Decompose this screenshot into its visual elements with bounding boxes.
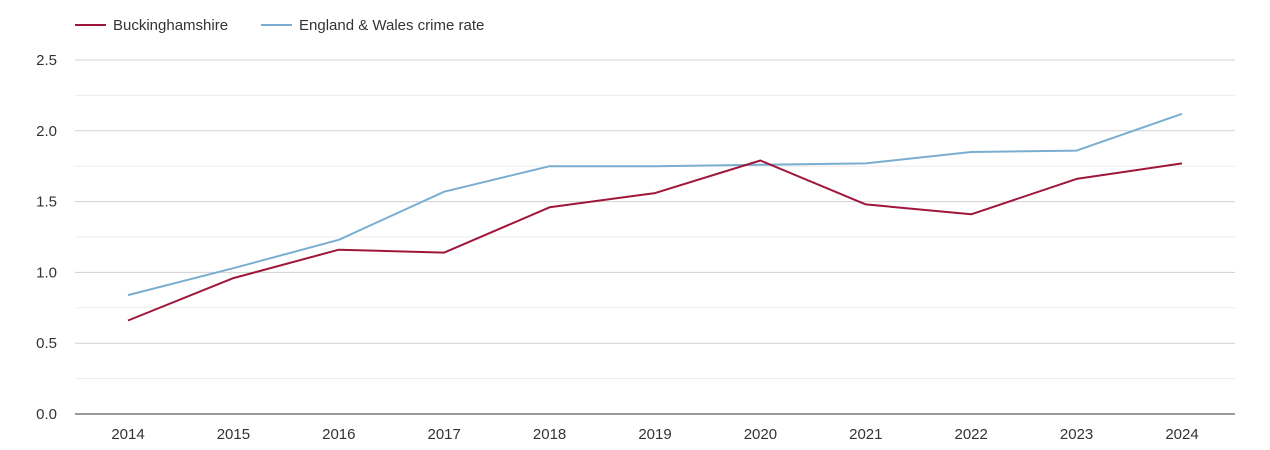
y-tick-label: 0.5 xyxy=(36,335,57,352)
x-tick-label: 2014 xyxy=(111,426,144,443)
grid xyxy=(75,59,1235,380)
series-line-buckinghamshire xyxy=(127,159,1183,322)
y-tick-label: 1.0 xyxy=(36,264,57,281)
x-tick-label: 2024 xyxy=(1165,426,1198,443)
x-tick-label: 2016 xyxy=(322,426,355,443)
x-tick-label: 2021 xyxy=(849,426,882,443)
series-lines xyxy=(127,112,1183,322)
x-tick-label: 2017 xyxy=(428,426,461,443)
x-tick-label: 2022 xyxy=(955,426,988,443)
x-axis: 2014 2015 2016 2017 2018 2019 2020 2021 2022 2023… xyxy=(75,413,1235,443)
x-tick-label: 2023 xyxy=(1060,426,1093,443)
y-tick-label: 1.5 xyxy=(36,194,57,211)
x-tick-label: 2020 xyxy=(744,426,777,443)
series-line-england-wales-crime-rate xyxy=(127,112,1183,297)
y-axis: 0.0 0.5 1.0 1.5 2.0 2.5 xyxy=(36,52,57,423)
y-tick-label: 2.5 xyxy=(36,52,57,69)
y-tick-label: 2.0 xyxy=(36,123,57,140)
y-tick-label: 0.0 xyxy=(36,406,57,423)
legend: Buckinghamshire England & Wales crime ra… xyxy=(75,17,484,34)
legend-item-england-wales[interactable]: England & Wales crime rate xyxy=(261,17,484,34)
legend-label-buckinghamshire: Buckinghamshire xyxy=(113,17,228,34)
legend-label-england-wales: England & Wales crime rate xyxy=(299,17,484,34)
x-tick-label: 2019 xyxy=(638,426,671,443)
legend-item-buckinghamshire[interactable]: Buckinghamshire xyxy=(75,17,228,34)
x-tick-label: 2018 xyxy=(533,426,566,443)
x-tick-label: 2015 xyxy=(217,426,250,443)
